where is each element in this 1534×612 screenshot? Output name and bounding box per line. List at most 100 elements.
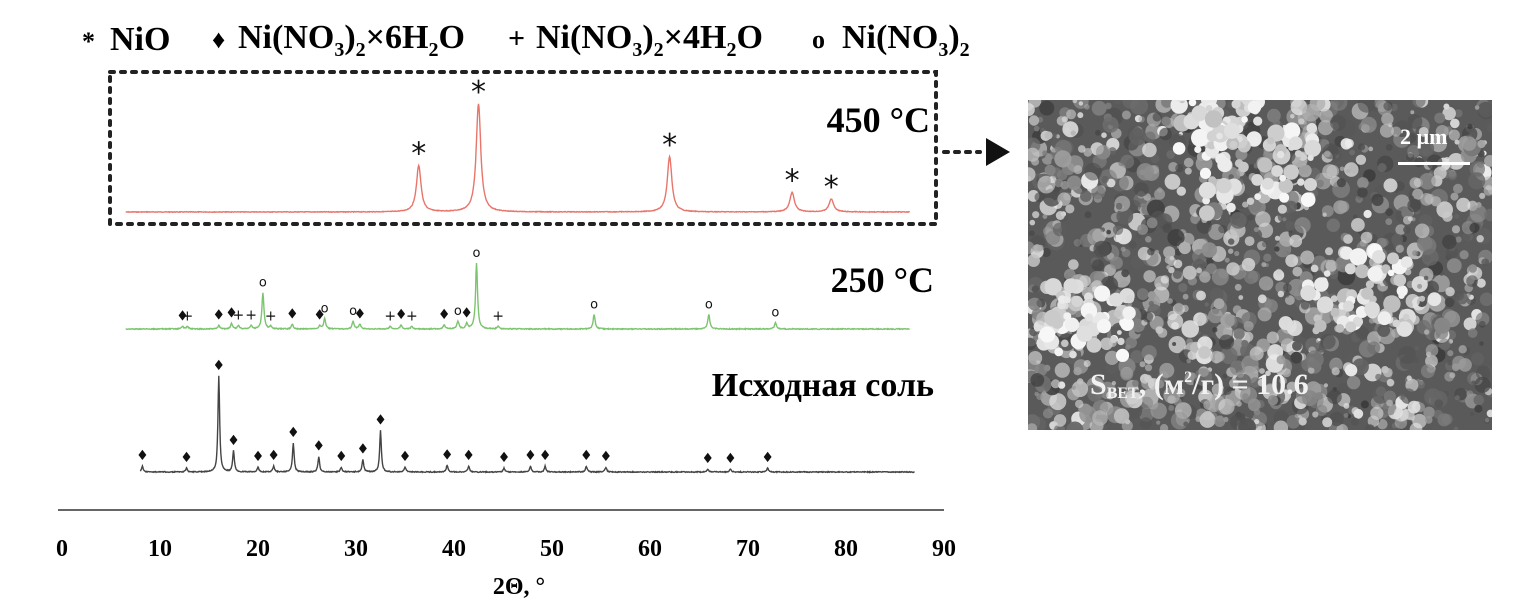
sem-particle	[1053, 414, 1067, 427]
x-tick-9: 90	[932, 536, 956, 562]
x-tick-7: 70	[736, 536, 760, 562]
sem-particle	[1360, 231, 1373, 244]
sem-particle	[1136, 288, 1149, 301]
sem-particle	[1199, 271, 1211, 283]
sem-particle	[1357, 100, 1376, 113]
sem-particle	[1442, 106, 1456, 121]
sem-particle	[1121, 420, 1133, 430]
arrow-head-icon	[986, 138, 1010, 166]
sem-bright-cluster	[1174, 100, 1184, 102]
sem-particle	[1391, 233, 1404, 246]
sem-particle	[1077, 112, 1084, 119]
sem-bright-cluster	[1094, 285, 1111, 302]
sem-particle	[1209, 287, 1224, 302]
sem-particle	[1474, 404, 1483, 413]
sem-particle	[1284, 292, 1290, 298]
sem-particle	[1266, 331, 1279, 344]
sem-particle	[1247, 398, 1261, 412]
sem-particle	[1412, 250, 1418, 256]
sem-particle	[1155, 379, 1165, 389]
sem-particle	[1068, 259, 1079, 270]
sem-particle	[1412, 100, 1426, 108]
sem-bright-cluster	[1246, 197, 1255, 205]
sem-particle	[1204, 302, 1209, 307]
sem-bright-cluster	[1188, 100, 1197, 107]
sem-particle	[1100, 337, 1113, 351]
peak-marker-0-3: *	[785, 164, 800, 199]
sem-particle	[1446, 258, 1462, 273]
sem-particle	[1130, 100, 1149, 115]
sem-particle	[1172, 270, 1182, 279]
peak-marker-1-23: o	[771, 305, 779, 320]
sem-bright-cluster	[1063, 278, 1079, 294]
peak-marker-1-21: o	[590, 298, 598, 313]
sem-particle	[1322, 143, 1339, 160]
sem-particle	[1468, 172, 1486, 190]
sem-particle	[1406, 375, 1412, 381]
bet-subscript: BET	[1106, 385, 1139, 402]
legend-label-anhydrous: Ni(NO3)2	[842, 19, 970, 61]
sem-particle	[1084, 211, 1092, 219]
sem-particle	[1186, 338, 1193, 346]
sem-particle	[1120, 246, 1126, 252]
sem-particle	[1220, 346, 1238, 365]
peak-marker-2-8: ♦	[335, 449, 348, 465]
sem-particle	[1049, 393, 1067, 411]
sem-particle	[1475, 312, 1490, 326]
sem-particle	[1187, 350, 1197, 360]
sem-particle	[1146, 217, 1158, 229]
sem-particle	[1219, 334, 1234, 350]
sem-particle	[1166, 150, 1176, 159]
series-label-450: 450 °C	[827, 100, 930, 140]
sem-bright-cluster	[1238, 161, 1249, 173]
sem-bright-cluster	[1330, 307, 1340, 317]
sem-particle	[1442, 234, 1457, 250]
legend-item-nio: * NiO	[82, 21, 170, 58]
sem-particle	[1080, 190, 1092, 202]
sem-particle	[1112, 224, 1124, 235]
sem-bright-cluster	[1039, 328, 1052, 341]
sem-particle	[1037, 244, 1044, 252]
sem-particle	[1029, 219, 1036, 226]
sem-particle	[1039, 100, 1055, 116]
sem-particle	[1073, 165, 1083, 175]
sem-particle	[1036, 393, 1043, 401]
legend-label-tetrahydrate: Ni(NO3)2×4H2O	[536, 19, 763, 61]
sem-particle	[1285, 221, 1296, 231]
sem-particle	[1290, 114, 1295, 119]
sem-particle	[1244, 236, 1255, 247]
sem-particle	[1340, 138, 1352, 150]
sem-particle	[1330, 100, 1348, 111]
sem-particle	[1101, 175, 1109, 184]
sem-particle	[1327, 389, 1342, 405]
sem-particle	[1424, 416, 1433, 424]
sem-particle	[1407, 400, 1421, 414]
sem-bright-cluster	[1278, 178, 1294, 194]
sem-particle	[1285, 254, 1299, 268]
peak-marker-2-16: ♦	[539, 448, 552, 464]
sem-particle	[1054, 178, 1064, 188]
sem-particle	[1156, 420, 1161, 425]
sem-particle	[1211, 383, 1225, 397]
peak-marker-2-19: ♦	[702, 451, 715, 467]
sem-particle	[1445, 287, 1455, 297]
sem-particle	[1156, 144, 1162, 150]
sem-particle	[1105, 102, 1112, 110]
sem-particle	[1073, 239, 1082, 247]
peak-marker-1-17: o	[454, 304, 462, 319]
sem-particle	[1309, 100, 1326, 112]
sem-particle	[1463, 317, 1477, 331]
sem-bright-cluster	[1058, 295, 1067, 304]
sem-bright-cluster	[1216, 178, 1232, 194]
sem-particle	[1241, 257, 1256, 272]
sem-particle	[1241, 340, 1249, 348]
sem-bright-cluster	[1393, 273, 1407, 287]
sem-particle	[1028, 175, 1032, 182]
sem-bright-cluster	[1300, 285, 1317, 301]
sem-particle	[1161, 100, 1173, 108]
sem-particle	[1484, 208, 1492, 222]
sem-bright-cluster	[1383, 295, 1401, 313]
peak-marker-2-4: ♦	[252, 449, 265, 465]
sem-bright-cluster	[1279, 192, 1290, 203]
sem-bright-cluster	[1229, 140, 1238, 149]
